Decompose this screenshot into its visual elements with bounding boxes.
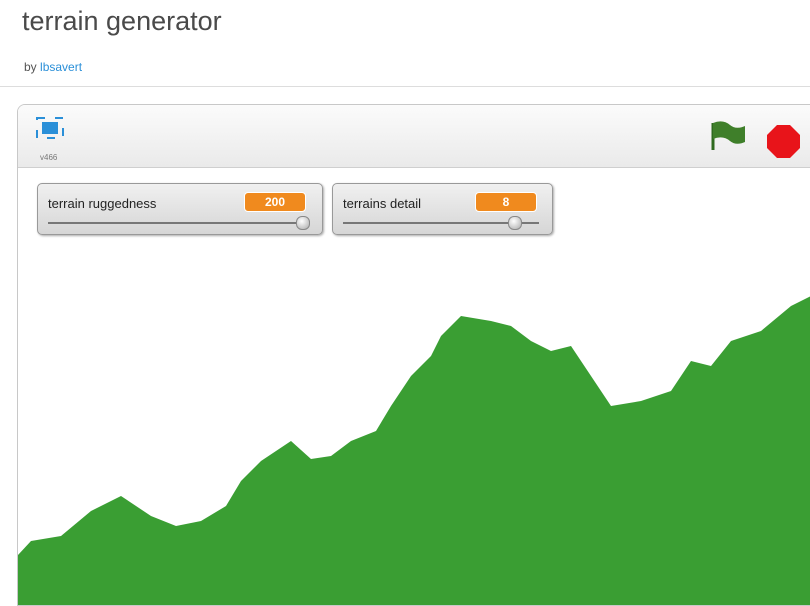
- separator: [0, 86, 810, 87]
- by-text: by: [24, 60, 37, 74]
- green-flag[interactable]: [713, 121, 745, 150]
- slider-monitor: terrains detail 8: [332, 183, 553, 235]
- monitor-value: 200: [244, 192, 306, 212]
- slider-knob[interactable]: [508, 216, 522, 230]
- toolbar-icons: [18, 105, 810, 167]
- slider-knob[interactable]: [296, 216, 310, 230]
- version-label: v466: [40, 153, 57, 162]
- page: terrain generator by lbsavert v466 terra…: [0, 0, 810, 589]
- stage: [18, 105, 810, 605]
- stop-button[interactable]: [767, 125, 800, 158]
- monitor-label: terrain ruggedness: [48, 196, 156, 211]
- byline: by lbsavert: [24, 60, 82, 74]
- fullscreen-button[interactable]: [37, 118, 63, 138]
- terrain: [18, 296, 810, 605]
- player: v466 terrain ruggedness 200 terrains det…: [17, 104, 810, 606]
- player-toolbar: v466: [18, 105, 810, 168]
- author-link[interactable]: lbsavert: [40, 60, 82, 74]
- project-title: terrain generator: [22, 6, 222, 37]
- slider-track: [48, 222, 308, 224]
- slider-monitor: terrain ruggedness 200: [37, 183, 323, 235]
- monitor-value: 8: [475, 192, 537, 212]
- monitor-label: terrains detail: [343, 196, 421, 211]
